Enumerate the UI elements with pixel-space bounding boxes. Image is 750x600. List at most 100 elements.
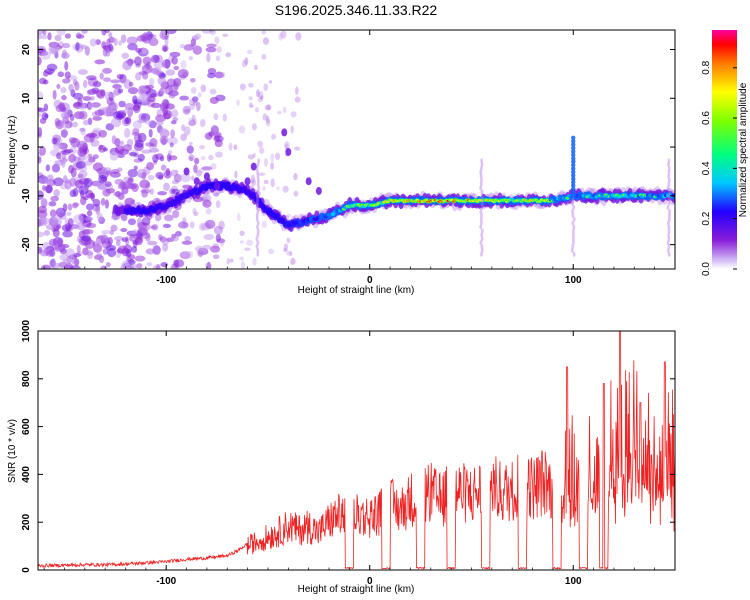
spectral-blob [480,212,483,218]
spectral-blob [666,248,670,253]
spectral-blob [83,177,93,188]
spectral-blob [87,102,94,110]
spectral-blob [668,212,671,218]
spectral-blob [107,92,117,98]
spectral-blob [48,201,57,207]
spectral-blob [92,81,102,88]
spectral-blob [186,250,194,259]
spectral-blob [479,185,483,191]
spectral-blob [286,223,292,227]
spectral-blob [141,217,151,226]
spectral-blob [40,198,48,208]
spectral-blob [164,214,174,222]
spectral-blob [198,222,206,232]
snr-series-line [38,331,675,570]
spectral-blob [262,113,268,121]
spectral-blob [38,112,42,118]
spectral-blob [170,109,179,118]
spectral-blob [479,170,483,175]
spectral-blob [666,185,670,191]
spectral-blob [256,251,260,257]
spectral-blob [45,164,51,172]
spectral-blob [83,155,88,161]
spectral-blob [118,40,123,46]
spectral-blob [166,153,172,162]
spectral-blob [206,261,212,269]
spectral-blob [145,233,151,242]
spectral-blob [72,156,81,162]
spectral-blob [69,113,75,122]
spectral-blob [62,258,72,264]
spectral-blob [266,104,272,111]
spectral-blob [181,71,188,78]
spectral-blob [213,113,219,121]
spectral-blob [137,217,142,226]
spectral-blob [147,174,155,181]
spectral-blob [41,35,48,40]
spectral-blob [120,228,128,233]
spectral-blob [238,125,246,134]
spectral-blob [667,170,671,175]
spectral-blob [257,185,261,191]
spectral-blob [38,246,43,252]
figure-title: S196.2025.346.11.33.R22 [275,2,438,18]
spectral-blob [256,228,260,234]
spectral-blob [212,254,220,260]
spectral-blob [55,104,66,113]
spectral-blob [102,248,109,255]
spectral-blob [571,228,575,234]
spectral-blob [256,248,260,253]
spectral-blob [125,116,132,124]
spectral-blob [668,189,672,195]
spectral-blob [81,30,88,35]
spectral-blob [56,152,62,160]
spectral-blob [192,207,197,215]
spectral-blob [182,222,188,229]
spectral-blob [163,46,168,52]
spectral-blob [571,209,574,214]
spectral-blob [48,238,58,246]
snr-x-label: Height of straight line (km) [298,584,415,595]
spectral-blob [257,158,261,164]
spectral-blob [206,52,211,63]
spectral-blob [213,192,220,197]
spectral-blob [256,224,259,230]
spectral-blob [571,176,576,181]
spectral-blob [572,205,576,210]
spectral-blob [118,100,126,108]
spectral-blob [278,32,284,41]
spectral-blob [86,132,98,138]
spectral-blob [180,173,191,183]
spectral-blob [270,153,275,162]
spectral-blob [157,76,167,86]
spectral-blob [180,133,188,142]
spectral-blob [667,224,671,230]
spectral-blob [78,110,88,120]
spectral-blob [206,43,217,48]
spectral-blob [295,32,302,41]
spectral-blob [152,34,157,39]
spectral-blob [202,244,212,250]
spectral-blob [183,167,190,176]
spectral-blob [137,153,145,162]
spectral-blob [290,111,297,118]
spectral-blob [667,236,671,242]
spectral-blob [159,156,165,162]
spectral-blob [77,147,87,157]
spectral-blob [193,164,198,174]
spectral-blob [109,171,121,178]
spectral-blob [150,102,162,109]
spectral-blob [190,87,197,94]
spectral-blob [109,151,119,161]
snr-y-label: SNR (10 * v/v) [7,419,18,483]
spectral-blob [102,106,113,117]
spectral-blob [248,82,254,88]
spectral-blob [43,229,51,236]
spectral-blob [61,224,71,232]
spectral-blob [135,72,142,81]
spectral-blob [145,84,155,90]
spectral-blob [255,205,259,210]
